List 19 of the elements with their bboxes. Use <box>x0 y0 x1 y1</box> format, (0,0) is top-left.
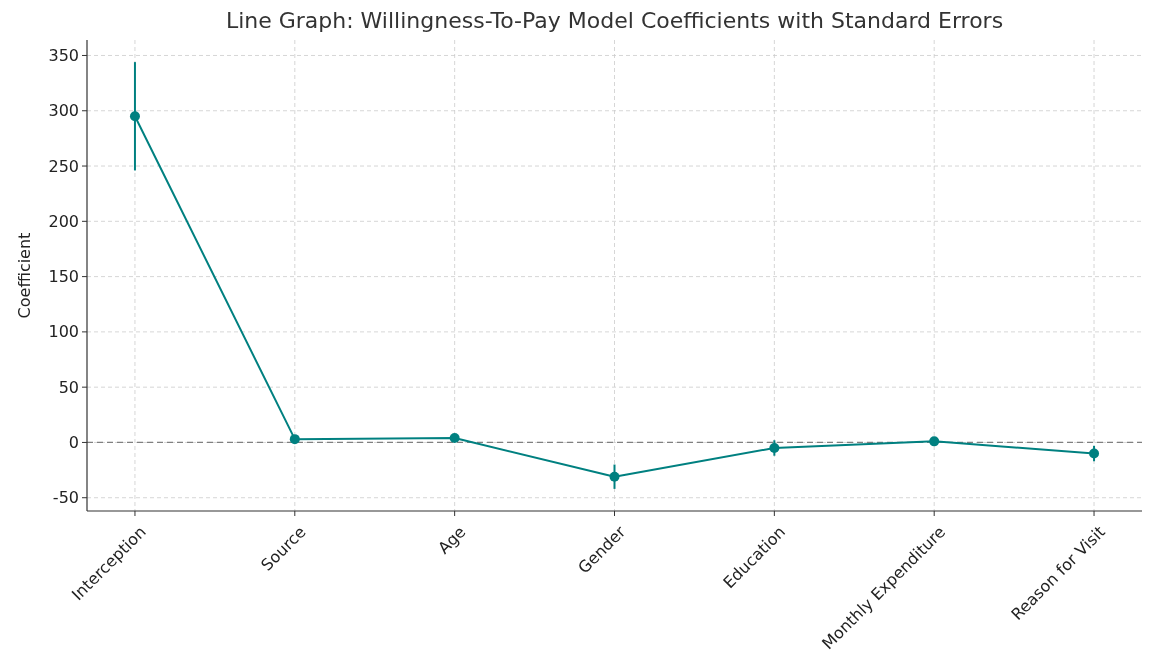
y-axis-title: Coefficient <box>15 232 34 319</box>
y-tick-label: 200 <box>48 211 79 231</box>
point <box>449 433 460 444</box>
y-tick-label: 250 <box>48 156 79 176</box>
y-tick-label: 150 <box>48 267 79 287</box>
point <box>129 111 140 122</box>
y-tick-label: 300 <box>48 101 79 121</box>
y-tick-label: 350 <box>48 46 79 66</box>
y-tick-label: -50 <box>52 488 79 508</box>
point <box>289 434 300 445</box>
y-tick-label: 50 <box>58 377 79 397</box>
chart-title: Line Graph: Willingness-To-Pay Model Coefficients with Standard Errors <box>225 8 1004 33</box>
y-tick-label: 0 <box>68 433 79 453</box>
point <box>769 442 780 453</box>
point <box>1089 448 1100 459</box>
point <box>929 436 940 447</box>
y-tick-label: 100 <box>48 322 79 342</box>
x-tick-label: Age <box>434 522 470 558</box>
point <box>609 471 620 482</box>
